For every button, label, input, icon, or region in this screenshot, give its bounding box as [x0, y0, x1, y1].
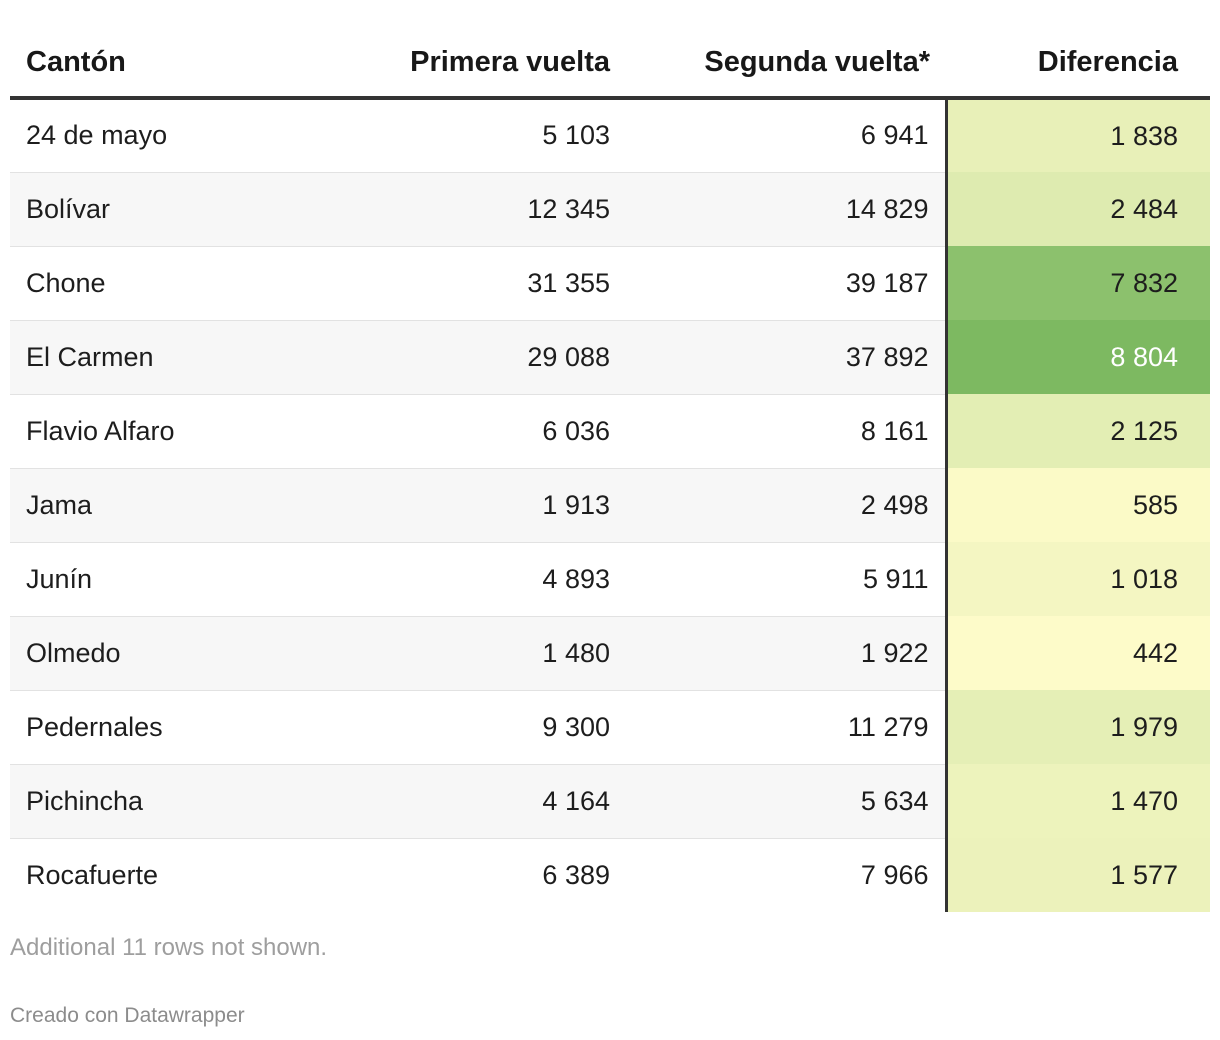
data-table: Cantón Primera vuelta Segunda vuelta* Di… [10, 28, 1210, 912]
table-row: Rocafuerte 6 389 7 966 1 577 [10, 838, 1210, 912]
cell-diferencia: 1 838 [944, 98, 1210, 172]
cell-segunda-vuelta: 2 498 [626, 468, 946, 543]
cell-segunda-vuelta: 11 279 [626, 690, 946, 765]
cell-diferencia: 8 804 [944, 320, 1210, 394]
table-body: 24 de mayo 5 103 6 941 1 838 Bolívar 12 345 14… [10, 98, 1210, 912]
cell-diferencia: 2 484 [944, 172, 1210, 246]
cell-primera-vuelta: 6 389 [542, 859, 610, 890]
cell-segunda-vuelta: 6 941 [626, 98, 946, 173]
table-header: Cantón Primera vuelta Segunda vuelta* Di… [10, 28, 1210, 100]
cell-diferencia: 1 470 [944, 764, 1210, 838]
cell-canton: Rocafuerte [26, 859, 159, 890]
cell-primera-vuelta: 4 893 [326, 542, 626, 617]
column-header-segunda-vuelta[interactable]: Segunda vuelta* [626, 28, 946, 100]
cell-segunda-vuelta: 39 187 [626, 246, 946, 321]
cell-canton: Pichincha [10, 764, 326, 839]
cell-primera-vuelta: 6 036 [326, 394, 626, 469]
cell-primera-vuelta: 1 913 [326, 468, 626, 543]
table-row: Junín 4 893 5 911 1 018 [10, 542, 1210, 617]
cell-diferencia: 1 018 [944, 542, 1210, 616]
cell-primera-vuelta: 29 088 [326, 320, 626, 395]
cell-segunda-vuelta: 7 966 [860, 859, 929, 890]
cell-canton: Junín [10, 542, 326, 617]
cell-diferencia: 2 125 [944, 394, 1210, 468]
table-row: 24 de mayo 5 103 6 941 1 838 [10, 98, 1210, 173]
cell-segunda-vuelta: 5 634 [626, 764, 946, 839]
table-row: Pedernales 9 300 11 279 1 979 [10, 690, 1210, 765]
data-table-container: Cantón Primera vuelta Segunda vuelta* Di… [10, 28, 1210, 912]
column-header-canton[interactable]: Cantón [10, 28, 326, 100]
table-row: Bolívar 12 345 14 829 2 484 [10, 172, 1210, 247]
cell-canton: Flavio Alfaro [10, 394, 326, 469]
cell-primera-vuelta: 31 355 [326, 246, 626, 321]
table-row: Jama 1 913 2 498 585 [10, 468, 1210, 543]
table-row: Olmedo 1 480 1 922 442 [10, 616, 1210, 691]
cell-canton: Olmedo [10, 616, 326, 691]
cell-segunda-vuelta: 1 922 [626, 616, 946, 691]
table-row: El Carmen 29 088 37 892 8 804 [10, 320, 1210, 395]
cell-canton: El Carmen [10, 320, 326, 395]
cell-segunda-vuelta: 8 161 [626, 394, 946, 469]
rows-not-shown-note: Additional 11 rows not shown. [10, 934, 328, 961]
cell-canton: Jama [10, 468, 326, 543]
cell-diferencia: 442 [944, 616, 1210, 690]
cell-canton: Bolívar [10, 172, 326, 247]
cell-canton: 24 de mayo [10, 98, 326, 173]
cell-primera-vuelta: 4 164 [326, 764, 626, 839]
column-header-diferencia[interactable]: Diferencia [946, 28, 1210, 100]
cell-segunda-vuelta: 37 892 [626, 320, 946, 395]
cell-primera-vuelta: 12 345 [326, 172, 626, 247]
table-row: Pichincha 4 164 5 634 1 470 [10, 764, 1210, 839]
cell-diferencia: 7 832 [944, 246, 1210, 320]
table-row: Chone 31 355 39 187 7 832 [10, 246, 1210, 321]
column-header-primera-vuelta[interactable]: Primera vuelta [326, 28, 626, 100]
cell-diferencia: 1 979 [944, 690, 1210, 764]
cell-canton: Pedernales [10, 690, 326, 765]
cell-segunda-vuelta: 14 829 [626, 172, 946, 247]
credit-text: Creado con Datawrapper [10, 1004, 245, 1027]
cell-primera-vuelta: 1 480 [326, 616, 626, 691]
cell-segunda-vuelta: 5 911 [626, 542, 946, 617]
cell-diferencia: 1 577 [944, 838, 1210, 912]
cell-primera-vuelta: 5 103 [326, 98, 626, 173]
table-row: Flavio Alfaro 6 036 8 161 2 125 [10, 394, 1210, 469]
cell-primera-vuelta: 9 300 [326, 690, 626, 765]
table-header-row: Cantón Primera vuelta Segunda vuelta* Di… [10, 28, 1210, 100]
cell-diferencia: 585 [944, 468, 1210, 542]
cell-canton: Chone [10, 246, 326, 321]
